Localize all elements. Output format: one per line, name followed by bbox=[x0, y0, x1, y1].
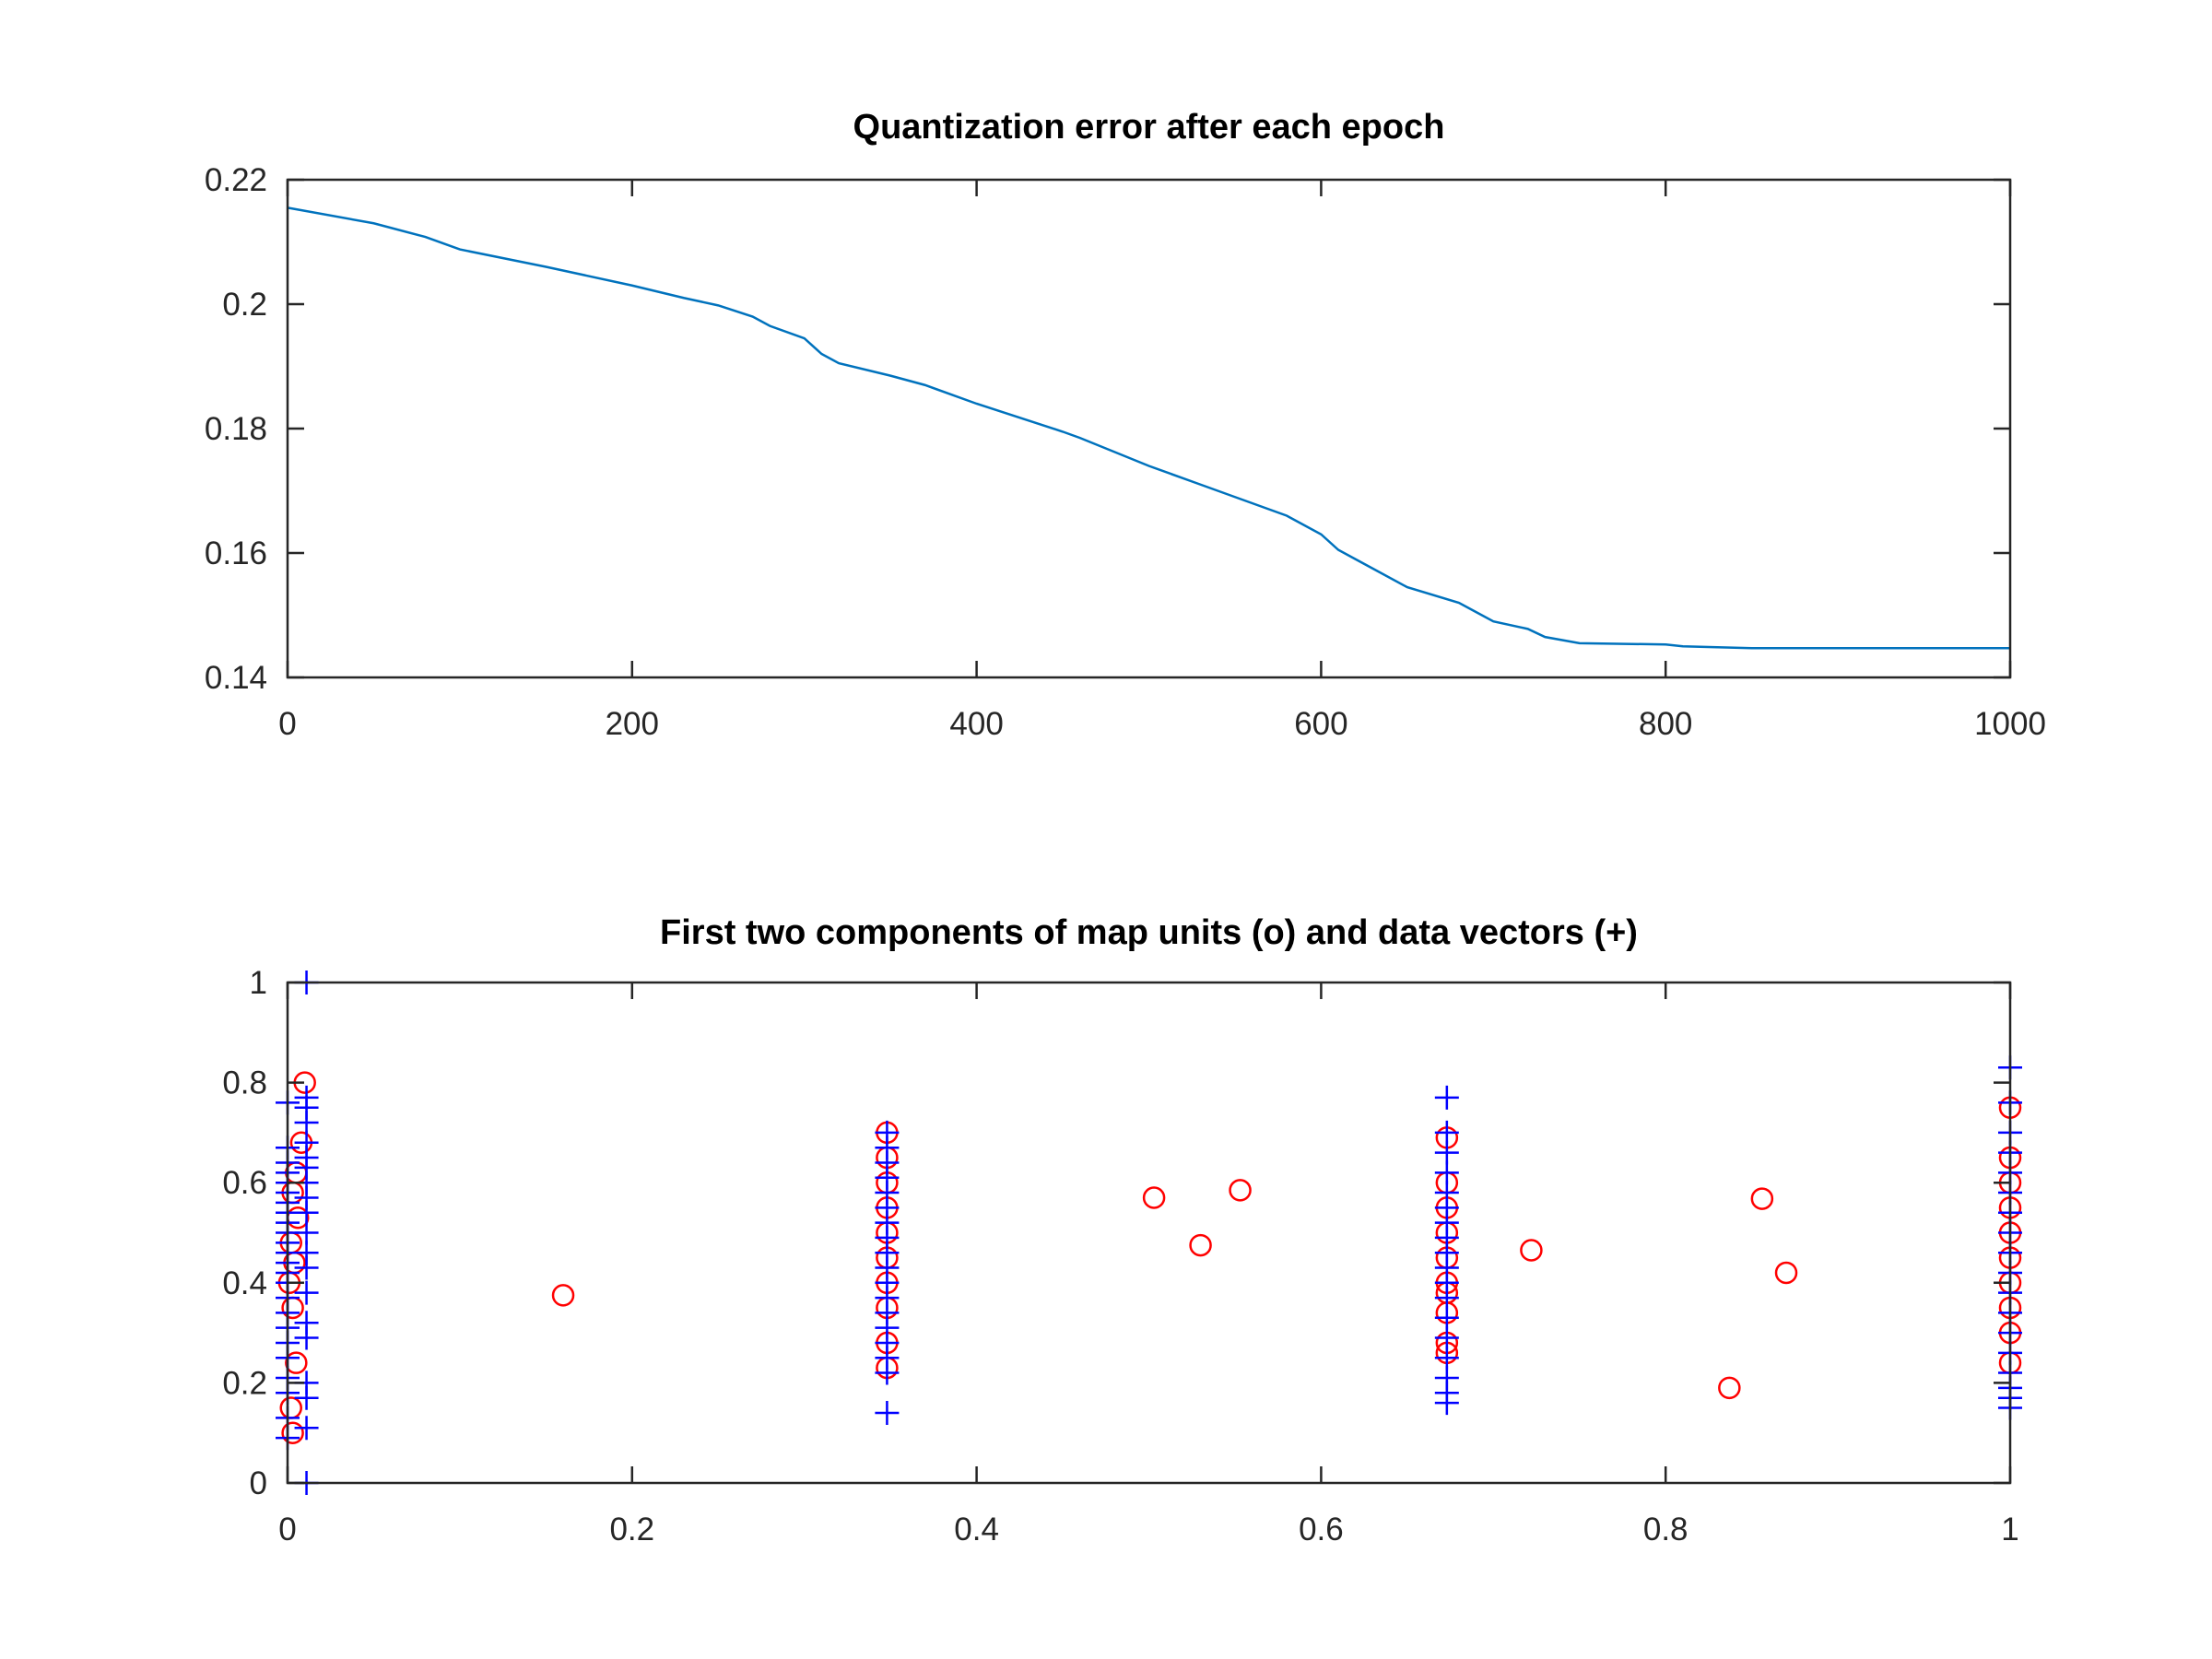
data-vector-point bbox=[1434, 1160, 1459, 1185]
y-tick-label: 0.4 bbox=[222, 1265, 267, 1301]
map-unit-point bbox=[279, 1396, 302, 1419]
map-unit-point bbox=[1750, 1187, 1774, 1210]
map-unit-point bbox=[286, 1206, 310, 1230]
y-tick-label: 0.2 bbox=[222, 1365, 267, 1401]
data-vector-point bbox=[875, 1360, 900, 1385]
y-tick-label: 0.8 bbox=[222, 1065, 267, 1101]
data-vector-point bbox=[1434, 1120, 1459, 1145]
map-unit-point bbox=[285, 1351, 308, 1374]
data-vector-point bbox=[294, 1325, 319, 1350]
data-vector-point bbox=[294, 1416, 319, 1441]
x-tick-label: 0 bbox=[278, 706, 296, 742]
data-vector-point bbox=[875, 1400, 900, 1425]
map-unit-point bbox=[281, 1421, 304, 1444]
x-tick-label: 200 bbox=[606, 706, 659, 742]
y-tick-label: 0.18 bbox=[205, 411, 267, 447]
x-tick-label: 1000 bbox=[1974, 706, 2046, 742]
data-vector-point bbox=[1434, 1305, 1459, 1330]
chart-title: First two components of map units (o) an… bbox=[660, 913, 1638, 952]
data-vector-point bbox=[1434, 1286, 1459, 1311]
data-vector-point bbox=[294, 1255, 319, 1280]
data-vector-point bbox=[294, 1111, 319, 1135]
x-tick-label: 0.8 bbox=[1643, 1512, 1688, 1547]
y-tick-label: 0.6 bbox=[222, 1165, 267, 1201]
map-unit-point bbox=[1229, 1179, 1252, 1202]
error-plot: Quantization error after each epoch 0 200 4… bbox=[205, 108, 2046, 742]
y-tick-label: 0.2 bbox=[222, 287, 267, 323]
map-unit-point bbox=[1774, 1261, 1798, 1285]
x-tick-label: 800 bbox=[1639, 706, 1692, 742]
x-tick-label: 400 bbox=[949, 706, 1003, 742]
data-vector-point bbox=[1434, 1346, 1459, 1371]
x-tick-label: 600 bbox=[1294, 706, 1347, 742]
axes-box bbox=[286, 981, 2012, 1485]
x-tick-label: 0 bbox=[278, 1512, 296, 1547]
data-vector-point bbox=[1434, 1325, 1459, 1350]
map-unit-point bbox=[1189, 1233, 1212, 1257]
chart-title: Quantization error after each epoch bbox=[853, 108, 1445, 147]
map-unit-point bbox=[1142, 1186, 1166, 1209]
x-tick-label: 0.6 bbox=[1299, 1512, 1344, 1547]
data-vector-point bbox=[1434, 1391, 1459, 1416]
map-unit-point bbox=[551, 1284, 575, 1307]
map-unit-point bbox=[281, 1296, 304, 1320]
y-tick-label: 0.14 bbox=[205, 660, 267, 696]
error-line bbox=[287, 206, 2010, 650]
y-tick-label: 0 bbox=[250, 1465, 267, 1501]
data-vector-point bbox=[294, 1280, 319, 1305]
data-vector-point bbox=[1434, 1085, 1459, 1110]
y-tick-label: 0.16 bbox=[205, 535, 267, 571]
map-scatter-plot: First two components of map units (o) an… bbox=[222, 913, 2022, 1547]
x-tick-label: 0.2 bbox=[609, 1512, 654, 1547]
axes-box bbox=[286, 178, 2012, 679]
y-tick-label: 1 bbox=[250, 965, 267, 1001]
map-unit-point bbox=[1520, 1239, 1543, 1262]
data-vector-point bbox=[1434, 1140, 1459, 1165]
data-vector-point bbox=[294, 1385, 319, 1410]
x-tick-label: 0.4 bbox=[954, 1512, 999, 1547]
x-tick-label: 1 bbox=[2001, 1512, 2018, 1547]
y-tick-label: 0.22 bbox=[205, 162, 267, 198]
map-unit-point bbox=[1718, 1376, 1741, 1400]
